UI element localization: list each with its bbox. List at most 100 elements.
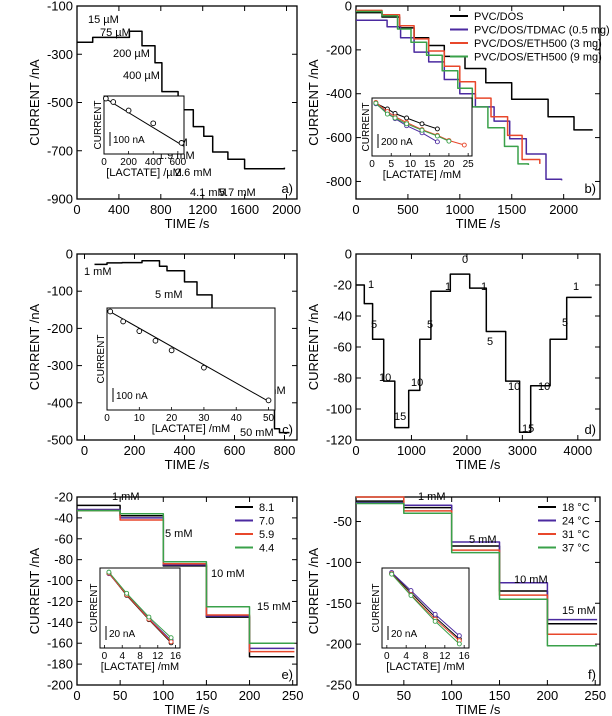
inset-series-line bbox=[391, 573, 460, 645]
scalebar-label: 20 nA bbox=[109, 629, 135, 640]
annotation: 10 mM bbox=[211, 568, 245, 580]
inset-point bbox=[168, 635, 174, 641]
inset-x-tick-label: 20 bbox=[166, 413, 178, 424]
inset-point bbox=[432, 618, 438, 624]
panel-e: 0 50 100 150 200 250-200-180-160-140-120-100-… bbox=[27, 490, 304, 716]
y-tick-label: -500 bbox=[47, 95, 73, 110]
inset-x-tick-label: 25 bbox=[463, 159, 475, 170]
inset-x-label: [LACTATE] /µM bbox=[106, 167, 182, 179]
y-tick-label: -100 bbox=[47, 573, 73, 588]
y-tick-label: -200 bbox=[326, 637, 352, 652]
panel-tag: e) bbox=[281, 667, 293, 682]
series-line bbox=[77, 509, 295, 644]
x-tick-label: 150 bbox=[489, 688, 511, 703]
annotation: 10 bbox=[411, 377, 423, 389]
x-tick-label: 200 bbox=[124, 443, 146, 458]
x-tick-label: 200 bbox=[537, 688, 559, 703]
y-tick-label: 0 bbox=[345, 0, 352, 14]
inset-point bbox=[456, 633, 462, 639]
inset-point bbox=[201, 364, 207, 371]
panel-d: 0 1000 2000 3000 4000 -120 -100 -80 -60 -40 -20 0 TI… bbox=[306, 247, 601, 472]
x-tick-label: 1200 bbox=[188, 202, 217, 217]
annotation: 10 bbox=[538, 381, 550, 393]
inset-point bbox=[102, 95, 109, 102]
inset-frame bbox=[106, 307, 276, 411]
x-tick-label: 1500 bbox=[497, 202, 526, 217]
axes-frame bbox=[355, 496, 601, 686]
legend-label: 5.9 bbox=[259, 529, 274, 541]
inset-point bbox=[434, 126, 440, 132]
y-tick-label: -200 bbox=[47, 321, 73, 336]
annotation: 5 mM bbox=[165, 528, 193, 540]
x-tick-label: 50 bbox=[397, 688, 411, 703]
inset-x-tick-label: 8 bbox=[137, 651, 143, 662]
annotation: 200 µM bbox=[113, 48, 150, 60]
inset-x-tick-label: 0 bbox=[102, 651, 108, 662]
x-tick-label: 0 bbox=[73, 202, 80, 217]
y-tick-label: -120 bbox=[326, 433, 352, 448]
y-tick-label: -80 bbox=[54, 552, 73, 567]
annotation: 15 mM bbox=[562, 605, 596, 617]
scalebar-label: 20 nA bbox=[391, 629, 417, 640]
annotation: 50 mM bbox=[240, 427, 274, 439]
axes-frame bbox=[76, 496, 298, 686]
y-tick-label: -700 bbox=[47, 143, 73, 158]
y-tick-label: -100 bbox=[47, 284, 73, 299]
inset-point bbox=[434, 133, 440, 139]
panel-tag: f) bbox=[588, 667, 596, 682]
y-tick-label: -140 bbox=[47, 615, 73, 630]
x-tick-label: 1000 bbox=[445, 202, 474, 217]
x-tick-label: 0 bbox=[81, 443, 88, 458]
y-tick-label: -40 bbox=[54, 510, 73, 525]
inset: 0 200 400 600[LACTATE] /µM CURRENT 100 nA bbox=[93, 95, 187, 179]
inset-point bbox=[178, 140, 185, 146]
y-tick-label: -200 bbox=[47, 678, 73, 693]
inset-x-tick-label: 15 bbox=[424, 159, 436, 170]
inset-x-label: [LACTATE] /mM bbox=[383, 169, 461, 181]
y-tick-label: -900 bbox=[47, 192, 73, 207]
inset-point bbox=[106, 569, 112, 575]
annotation: 1 mM bbox=[84, 266, 112, 278]
x-tick-label: 2000 bbox=[452, 443, 481, 458]
legend-label: PVC/DOS/TDMAC (0.5 mg) bbox=[474, 25, 610, 37]
y-tick-label: -200 bbox=[326, 42, 352, 57]
scalebar-label: 200 nA bbox=[381, 137, 413, 148]
inset-point bbox=[168, 639, 174, 645]
y-axis-label: CURRENT /nA bbox=[27, 547, 42, 634]
inset-point bbox=[373, 100, 379, 106]
legend: 18 °C 24 °C31 °C 37 °C bbox=[538, 502, 590, 555]
inset-x-tick-label: 5 bbox=[388, 159, 394, 170]
x-tick-label: 800 bbox=[274, 443, 296, 458]
y-tick-label: -50 bbox=[333, 514, 352, 529]
x-tick-label: 0 bbox=[352, 202, 359, 217]
annotation: 5 bbox=[562, 317, 568, 329]
annotation: 1 mM bbox=[112, 491, 140, 503]
y-tick-label: 0 bbox=[66, 247, 73, 262]
series-line bbox=[356, 502, 598, 647]
inset-point bbox=[404, 115, 410, 121]
panel-tag: a) bbox=[281, 181, 293, 196]
annotation: 1 bbox=[445, 281, 451, 293]
inset-fit-line bbox=[103, 97, 185, 147]
annotation: 5 mM bbox=[155, 289, 183, 301]
x-tick-label: 0 bbox=[352, 688, 359, 703]
inset-point bbox=[408, 588, 414, 594]
inset-x-tick-label: 8 bbox=[423, 651, 429, 662]
inset-y-label: CURRENT bbox=[93, 101, 104, 150]
y-tick-label: -160 bbox=[47, 636, 73, 651]
series-line bbox=[356, 273, 592, 434]
y-tick-label: -800 bbox=[326, 174, 352, 189]
y-tick-label: -20 bbox=[54, 490, 73, 505]
inset-point bbox=[107, 308, 114, 315]
y-tick-label: -100 bbox=[47, 0, 73, 14]
inset-point bbox=[146, 614, 152, 620]
panel-tag: b) bbox=[584, 181, 596, 196]
x-tick-label: 1000 bbox=[397, 443, 426, 458]
inset-y-label: CURRENT bbox=[89, 584, 100, 633]
annotation: 400 µM bbox=[123, 70, 160, 82]
inset-x-tick-label: 16 bbox=[459, 651, 471, 662]
